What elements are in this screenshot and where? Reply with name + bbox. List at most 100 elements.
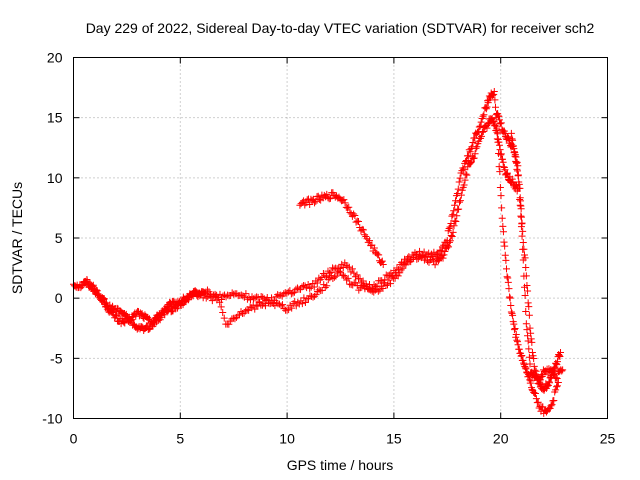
data-point bbox=[347, 268, 355, 276]
data-point bbox=[514, 172, 522, 180]
data-point bbox=[527, 335, 535, 343]
data-point bbox=[318, 274, 326, 282]
data-point bbox=[451, 201, 459, 209]
data-point bbox=[287, 290, 295, 298]
data-point bbox=[202, 294, 210, 302]
data-point bbox=[499, 155, 507, 163]
data-point bbox=[174, 304, 182, 312]
data-point bbox=[355, 217, 363, 225]
data-point bbox=[455, 178, 463, 186]
y-axis-label: SDTVAR / TECUs bbox=[9, 182, 25, 294]
data-point bbox=[167, 308, 175, 316]
data-point bbox=[518, 232, 526, 240]
data-point bbox=[479, 112, 487, 120]
data-point bbox=[507, 308, 515, 316]
data-point bbox=[222, 293, 230, 301]
data-point bbox=[441, 248, 449, 256]
data-point bbox=[301, 282, 309, 290]
data-point bbox=[342, 262, 350, 270]
data-point bbox=[531, 366, 539, 374]
data-point bbox=[314, 287, 322, 295]
data-point bbox=[552, 386, 560, 394]
data-point bbox=[474, 128, 482, 136]
data-point bbox=[512, 158, 520, 166]
data-point bbox=[520, 359, 528, 367]
data-point bbox=[512, 157, 520, 165]
data-point bbox=[528, 349, 536, 357]
data-point bbox=[530, 355, 538, 363]
data-point bbox=[525, 345, 533, 353]
data-point bbox=[471, 134, 479, 142]
data-point bbox=[312, 197, 320, 205]
data-point bbox=[397, 266, 405, 274]
data-point bbox=[417, 252, 425, 260]
data-point bbox=[523, 326, 531, 334]
data-point bbox=[203, 286, 211, 294]
data-point bbox=[400, 260, 408, 268]
data-point bbox=[449, 211, 457, 219]
data-point bbox=[341, 199, 349, 207]
data-point bbox=[499, 222, 507, 230]
data-point bbox=[459, 164, 467, 172]
data-point bbox=[351, 211, 359, 219]
data-point bbox=[513, 165, 521, 173]
data-point bbox=[454, 185, 462, 193]
data-point bbox=[214, 294, 222, 302]
data-point bbox=[557, 349, 565, 357]
y-tick-label-0: -10 bbox=[42, 411, 62, 427]
data-point bbox=[520, 245, 528, 253]
data-point bbox=[513, 336, 521, 344]
data-point bbox=[467, 158, 475, 166]
data-point bbox=[535, 380, 543, 388]
data-point bbox=[448, 232, 456, 240]
data-point bbox=[289, 289, 297, 297]
data-point bbox=[503, 133, 511, 141]
data-point bbox=[517, 205, 525, 213]
data-point bbox=[330, 273, 338, 281]
data-point bbox=[533, 372, 541, 380]
data-point bbox=[172, 305, 180, 313]
chart-title: Day 229 of 2022, Sidereal Day-to-day VTE… bbox=[86, 20, 595, 36]
data-point bbox=[136, 309, 144, 317]
data-point bbox=[323, 190, 331, 198]
data-point bbox=[514, 341, 522, 349]
data-point bbox=[311, 199, 319, 207]
data-point bbox=[490, 118, 498, 126]
data-point bbox=[322, 273, 330, 281]
data-point bbox=[501, 251, 509, 259]
data-point bbox=[477, 132, 485, 140]
data-point bbox=[553, 382, 561, 390]
data-point bbox=[518, 219, 526, 227]
data-point bbox=[496, 184, 504, 192]
data-point bbox=[519, 227, 527, 235]
data-point bbox=[447, 232, 455, 240]
data-point bbox=[284, 288, 292, 296]
data-point bbox=[219, 308, 227, 316]
data-point bbox=[385, 276, 393, 284]
data-point bbox=[336, 264, 344, 272]
data-point bbox=[466, 148, 474, 156]
data-point bbox=[492, 126, 500, 134]
data-point bbox=[531, 389, 539, 397]
data-point bbox=[341, 273, 349, 281]
data-point bbox=[290, 288, 298, 296]
data-point bbox=[550, 396, 558, 404]
x-axis-label: GPS time / hours bbox=[287, 457, 394, 473]
data-point bbox=[495, 116, 503, 124]
data-point bbox=[470, 154, 478, 162]
data-point bbox=[524, 299, 532, 307]
data-point bbox=[376, 286, 384, 294]
data-point bbox=[488, 91, 496, 99]
data-point bbox=[348, 265, 356, 273]
data-point bbox=[513, 338, 521, 346]
data-point bbox=[475, 137, 483, 145]
data-point bbox=[388, 273, 396, 281]
data-point bbox=[463, 171, 471, 179]
data-point bbox=[291, 298, 299, 306]
x-tick-label-0: 0 bbox=[70, 431, 78, 447]
data-point bbox=[266, 300, 274, 308]
data-point bbox=[373, 249, 381, 257]
data-point bbox=[504, 278, 512, 286]
data-point bbox=[516, 195, 524, 203]
data-point bbox=[364, 284, 372, 292]
